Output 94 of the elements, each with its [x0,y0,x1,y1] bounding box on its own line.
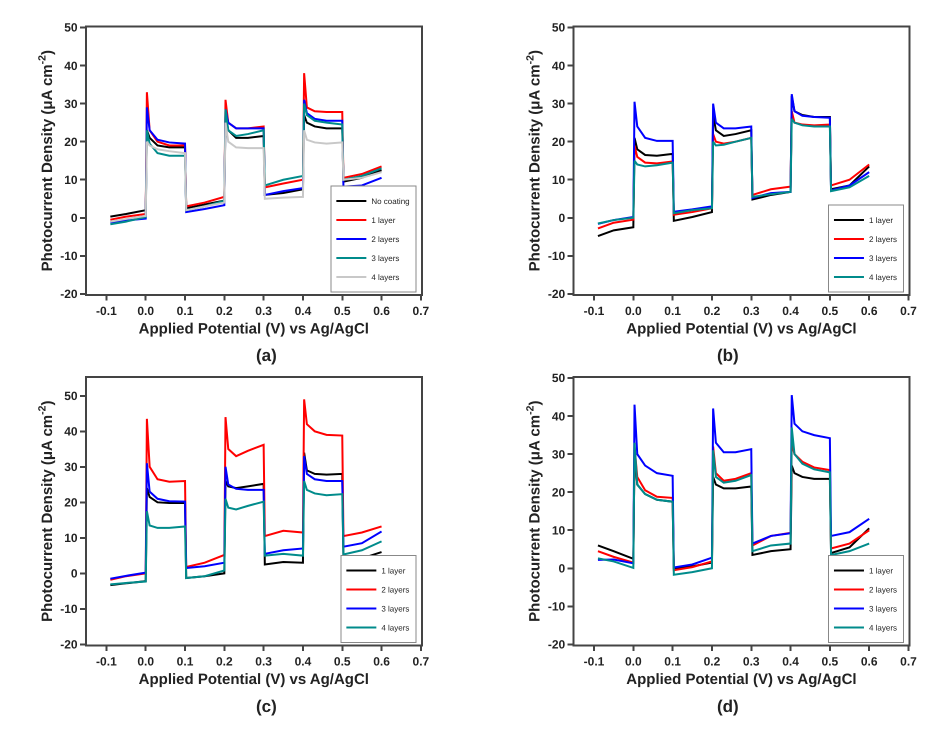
legend-label: 4 layers [868,624,897,633]
x-tick-label: 0.0 [137,654,154,669]
legend-label: 3 layers [868,604,897,614]
x-tick-label: -0.1 [96,304,118,318]
y-tick-label: 40 [552,58,566,73]
x-tick-label: 0.4 [782,654,800,669]
y-tick-label: -20 [60,287,78,302]
x-tick-label: 0.0 [624,304,642,318]
x-tick-label: 0.2 [216,304,233,318]
legend-label: 2 layers [868,586,897,595]
text: (c) [256,697,277,716]
x-tick-label: 0.4 [294,304,312,318]
y-tick-label: 0 [558,210,566,225]
x-tick-label: 0.7 [900,654,918,669]
x-tick-label: 0.1 [664,654,682,669]
x-tick-label: 0.6 [860,654,878,669]
y-tick-label: 50 [552,20,566,35]
y-tick-label: -10 [60,249,78,264]
x-tick-label: 0.4 [294,654,312,669]
x-tick-label: 0.7 [412,654,430,669]
legend-label: 2 layers [381,586,410,595]
y-tick-label: 50 [64,20,78,35]
x-tick-label: 0.2 [216,654,233,669]
x-tick-label: 0.2 [704,654,721,669]
y-tick-label: 0 [70,210,78,225]
y-tick-label: 10 [64,172,78,187]
y-tick-label: 30 [64,96,78,111]
y-tick-label: 50 [552,371,566,386]
x-tick-label: 0.6 [373,654,390,669]
x-tick-label: 0.5 [822,654,839,669]
y-tick-label: -20 [548,287,566,302]
x-tick-label: -0.1 [584,304,605,318]
legend-label: 1 layer [381,566,406,576]
text: (a) [256,346,277,365]
text: (b) [717,346,739,365]
x-tick-label: 0.7 [412,304,430,318]
legend-label: 1 layer [868,566,894,576]
x-tick-label: 0.1 [176,654,194,669]
y-tick-label: 20 [552,134,566,149]
legend-label: 4 layers [371,273,400,282]
x-tick-label: 0.7 [900,304,918,318]
x-tick-label: -0.1 [584,654,605,669]
y-tick-label: 0 [558,561,566,576]
x-tick-label: 0.3 [742,304,760,318]
text: (d) [717,697,739,716]
y-tick-label: 30 [64,460,78,474]
legend-label: 4 layers [868,273,897,282]
y-tick-label: 40 [64,424,78,438]
legend-label: 3 layers [868,254,897,264]
x-tick-label: 0.4 [782,304,800,318]
x-tick-label: 0.0 [137,304,154,318]
y-tick-label: 20 [552,485,566,500]
legend-label: 1 layer [371,216,396,226]
legend-label: 1 layer [868,216,894,226]
y-tick-label: 40 [552,409,566,424]
y-tick-label: -20 [60,638,78,652]
legend-label: 2 layers [868,235,897,244]
x-tick-label: 0.3 [255,304,272,318]
x-tick-label: 0.5 [822,304,839,318]
y-tick-label: 30 [552,447,566,462]
x-tick-label: 0.6 [860,304,878,318]
y-tick-label: 30 [552,96,566,111]
x-tick-label: 0.3 [742,654,760,669]
y-tick-label: -10 [548,249,566,264]
y-tick-label: 20 [64,134,78,149]
x-tick-label: 0.3 [255,654,272,669]
x-tick-label: 0.6 [373,304,390,318]
x-tick-label: 0.5 [334,304,351,318]
x-tick-label: 0.1 [176,304,194,318]
y-tick-label: 0 [70,566,78,581]
x-tick-label: 0.0 [624,654,642,669]
y-tick-label: 20 [64,496,78,510]
legend-label: 3 layers [381,604,410,614]
y-tick-label: 50 [64,388,78,403]
y-tick-label: 10 [552,172,566,187]
y-tick-label: -10 [60,602,78,616]
x-axis-title: Applied Potential (V) vs Ag/AgCl [626,671,857,688]
y-tick-label: -20 [548,638,566,652]
legend-label: 2 layers [371,235,400,244]
legend-label: No coating [371,197,410,206]
line-series [109,480,383,586]
legend-label: 3 layers [371,254,400,264]
x-axis-title: Applied Potential (V) vs Ag/AgCl [138,671,369,688]
x-axis-title: Applied Potential (V) vs Ag/AgCl [138,320,369,338]
y-tick-label: 10 [552,523,566,538]
x-tick-label: 0.1 [664,304,682,318]
y-tick-label: 10 [64,531,78,546]
x-axis-title: Applied Potential (V) vs Ag/AgCl [626,320,857,338]
x-tick-label: 0.2 [704,304,721,318]
x-tick-label: 0.5 [334,654,351,669]
y-tick-label: 40 [64,58,78,73]
legend-label: 4 layers [381,624,410,633]
x-tick-label: -0.1 [96,654,118,669]
y-tick-label: -10 [548,600,566,614]
